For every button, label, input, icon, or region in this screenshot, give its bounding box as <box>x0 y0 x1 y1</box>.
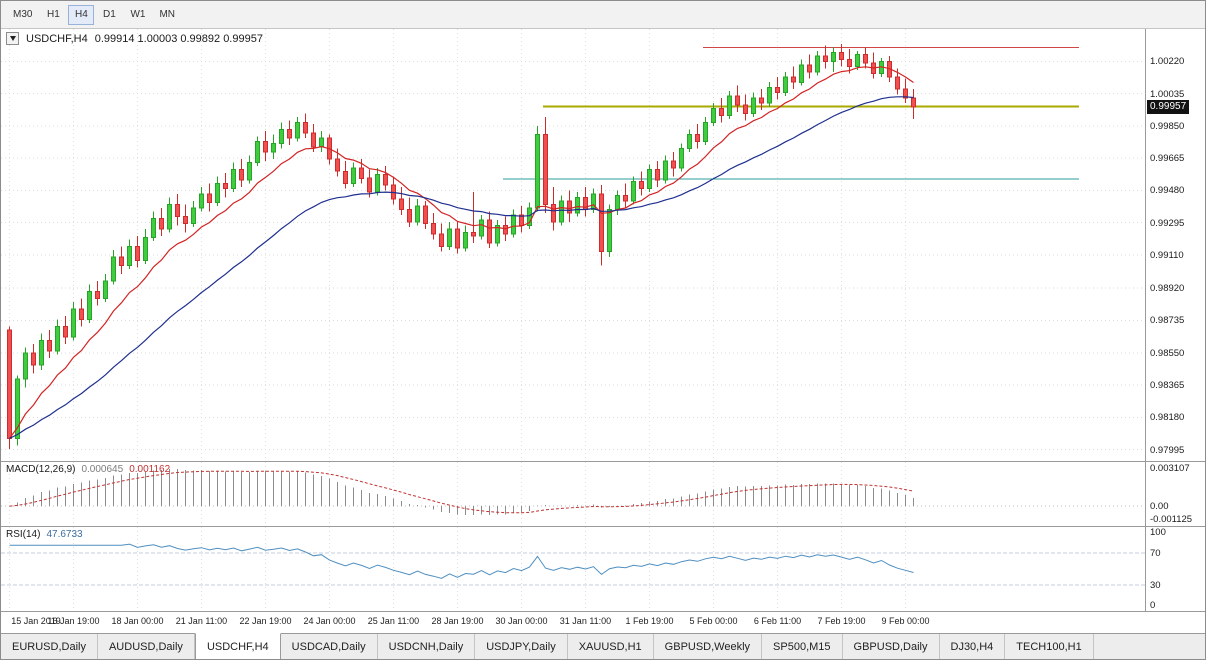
tab-usdcad-daily[interactable]: USDCAD,Daily <box>281 634 378 659</box>
macd-plot[interactable] <box>1 462 1145 526</box>
tab-gbpusd-daily[interactable]: GBPUSD,Daily <box>843 634 940 659</box>
time-label: 21 Jan 11:00 <box>175 616 228 626</box>
time-label: 31 Jan 11:00 <box>559 616 612 626</box>
tab-dj30-h4[interactable]: DJ30,H4 <box>940 634 1006 659</box>
chart-dropdown-button[interactable] <box>6 32 19 45</box>
tab-tech100-h1[interactable]: TECH100,H1 <box>1005 634 1094 659</box>
tab-usdjpy-daily[interactable]: USDJPY,Daily <box>475 634 568 659</box>
rsi-axis-label: 30 <box>1150 580 1161 591</box>
time-label: 15 Jan 2019 <box>11 616 61 626</box>
time-label: 7 Feb 19:00 <box>817 616 866 626</box>
timeframe-button-w1[interactable]: W1 <box>130 9 146 20</box>
axis-separator <box>1145 29 1146 612</box>
macd-axis-label: 0.00 <box>1150 501 1169 513</box>
price-axis-label: 1.00220 <box>1150 56 1185 68</box>
macd-label: MACD(12,26,9) <box>6 464 76 475</box>
rsi-label: RSI(14) <box>6 529 41 540</box>
time-label: 22 Jan 19:00 <box>239 616 292 626</box>
tab-sp500-m15[interactable]: SP500,M15 <box>762 634 843 659</box>
tab-audusd-daily[interactable]: AUDUSD,Daily <box>98 634 195 659</box>
panel-splitter[interactable] <box>1 461 1205 462</box>
chart-symbol: USDCHF,H4 <box>26 32 88 45</box>
timeframe-button-d1[interactable]: D1 <box>103 9 116 20</box>
time-label: 5 Feb 00:00 <box>689 616 738 626</box>
macd-panel[interactable]: MACD(12,26,9) 0.000645 0.001162 <box>1 462 1205 526</box>
time-label: 9 Feb 00:00 <box>881 616 930 626</box>
time-label: 28 Jan 19:00 <box>431 616 484 626</box>
rsi-panel[interactable]: RSI(14) 47.6733 <box>1 527 1205 611</box>
time-axis[interactable]: 15 Jan 2019 16 Jan 19:00 18 Jan 00:00 21 Ja… <box>1 612 1205 633</box>
price-axis-label: 0.98365 <box>1150 380 1185 392</box>
chart-ohlc: 0.99914 1.00003 0.99892 0.99957 <box>94 32 263 45</box>
symbol-tabbar: EURUSD,Daily AUDUSD,Daily USDCHF,H4 USDCAD,… <box>1 633 1205 659</box>
main-chart-panel[interactable]: USDCHF,H4 0.99914 1.00003 0.99892 0.9995… <box>1 29 1205 461</box>
tab-usdchf-h4[interactable]: USDCHF,H4 <box>194 633 281 659</box>
price-axis-label: 0.98550 <box>1150 347 1185 359</box>
timeframe-button-h4[interactable]: H4 <box>68 4 95 25</box>
price-axis-label: 0.98735 <box>1150 315 1185 327</box>
price-axis-label: 0.99295 <box>1150 217 1185 229</box>
timeframe-button-mn[interactable]: MN <box>159 9 176 20</box>
price-axis-label: 0.99480 <box>1150 185 1185 197</box>
rsi-axis-label: 0 <box>1150 600 1156 611</box>
candlestick-plot[interactable] <box>1 29 1145 461</box>
tab-usdcnh-daily[interactable]: USDCNH,Daily <box>378 634 476 659</box>
rsi-value: 47.6733 <box>46 529 83 540</box>
timeframe-button-h1[interactable]: H1 <box>47 9 60 20</box>
panel-splitter <box>1 611 1205 612</box>
price-axis-label: 0.98180 <box>1150 412 1185 424</box>
macd-value-main: 0.000645 <box>81 464 124 475</box>
time-label: 30 Jan 00:00 <box>495 616 548 626</box>
price-axis-label: 0.99850 <box>1150 120 1185 132</box>
tab-eurusd-daily[interactable]: EURUSD,Daily <box>1 634 98 659</box>
macd-axis-label: -0.001125 <box>1150 514 1193 525</box>
chart-title: USDCHF,H4 0.99914 1.00003 0.99892 0.9995… <box>6 32 263 45</box>
time-label: 24 Jan 00:00 <box>303 616 356 626</box>
time-label: 18 Jan 00:00 <box>111 616 164 626</box>
timeframe-button-m30[interactable]: M30 <box>13 9 33 20</box>
rsi-plot[interactable] <box>1 527 1145 611</box>
macd-axis: 0.003107 0.00 -0.001125 <box>1147 462 1204 526</box>
rsi-axis-label: 70 <box>1150 548 1161 559</box>
tab-gbpusd-weekly[interactable]: GBPUSD,Weekly <box>654 634 763 659</box>
macd-axis-label: 0.003107 <box>1150 463 1190 474</box>
current-price-badge: 0.99957 <box>1147 100 1190 115</box>
chevron-down-icon <box>9 36 16 41</box>
time-label: 1 Feb 19:00 <box>625 616 674 626</box>
tab-xauusd-h1[interactable]: XAUUSD,H1 <box>568 634 654 659</box>
panel-splitter[interactable] <box>1 526 1205 527</box>
time-label: 16 Jan 19:00 <box>47 616 100 626</box>
macd-title: MACD(12,26,9) 0.000645 0.001162 <box>6 464 170 475</box>
time-label: 6 Feb 11:00 <box>753 616 802 626</box>
price-axis-label: 0.97995 <box>1150 444 1185 456</box>
price-axis-label: 0.99665 <box>1150 153 1185 165</box>
price-axis[interactable]: 0.99957 1.00220 1.00035 0.99850 0.99665 0.99… <box>1147 29 1204 461</box>
price-axis-label: 0.99110 <box>1150 250 1184 262</box>
chart-area[interactable]: USDCHF,H4 0.99914 1.00003 0.99892 0.9995… <box>1 29 1205 633</box>
timeframe-toolbar: M30 H1 H4 D1 W1 MN <box>1 1 1205 29</box>
macd-value-signal: 0.001162 <box>129 464 171 475</box>
price-axis-label: 1.00035 <box>1150 88 1185 100</box>
time-label: 25 Jan 11:00 <box>367 616 420 626</box>
rsi-title: RSI(14) 47.6733 <box>6 529 83 540</box>
price-axis-label: 0.98920 <box>1150 283 1185 295</box>
rsi-axis-label: 100 <box>1150 527 1166 538</box>
rsi-axis: 100 70 30 0 <box>1147 527 1204 611</box>
